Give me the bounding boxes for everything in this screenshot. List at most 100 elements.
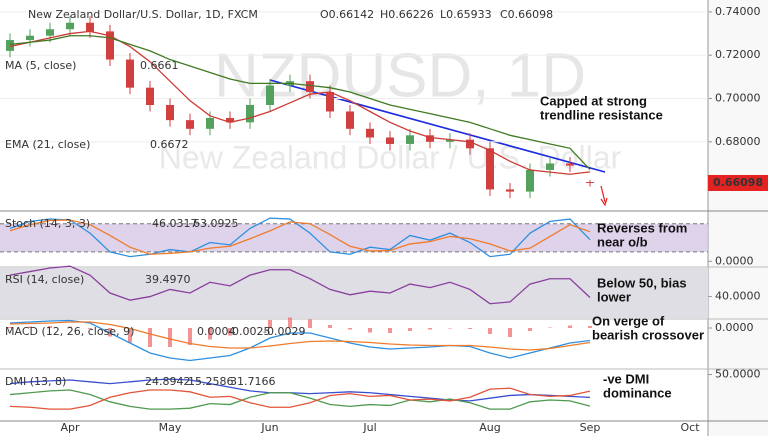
legend-name: Stoch (14, 3, 3) (5, 217, 90, 230)
candle-body (46, 29, 54, 36)
annotation: near o/b (597, 234, 648, 249)
x-tick-label: May (159, 421, 182, 434)
arrow-head (600, 197, 608, 207)
legend-value: 46.0317 (152, 217, 198, 230)
histogram-bar (528, 328, 532, 331)
annotation: On verge of (592, 313, 665, 328)
legend-value: 39.4970 (145, 273, 191, 286)
annotation: lower (597, 289, 631, 304)
series-line (9, 30, 591, 175)
annotation: Reverses from (597, 220, 687, 235)
y-tick-label: 40.0000 (715, 290, 761, 303)
candle-body (466, 139, 474, 149)
histogram-bar (568, 325, 572, 328)
histogram-bar (288, 317, 292, 328)
candle-body (446, 139, 454, 142)
candle-body (586, 182, 594, 184)
legend-value: 0.6672 (150, 138, 189, 151)
price-axis-bg (708, 0, 768, 436)
legend-value: 31.7166 (230, 375, 276, 388)
legend-value: -0.0029 (263, 325, 305, 338)
histogram-bar (188, 328, 192, 345)
x-tick-label: Jun (260, 421, 278, 434)
ohlc-label: H0.66226 (380, 8, 434, 21)
arrow (600, 185, 606, 203)
candle-body (506, 189, 514, 192)
histogram-bar (68, 326, 72, 328)
trendline (269, 79, 606, 173)
chart-title: New Zealand Dollar/U.S. Dollar, 1D, FXCM (28, 8, 258, 21)
histogram-bar (228, 328, 232, 336)
histogram-bar (208, 328, 212, 340)
candle-body (206, 117, 214, 129)
legend-name: EMA (21, close) (5, 138, 90, 151)
candle-body (566, 163, 574, 166)
legend-value: -0.0025 (228, 325, 270, 338)
histogram-bar (508, 328, 512, 337)
candle-body (266, 85, 274, 105)
y-tick-label: 0.0000 (715, 321, 754, 334)
y-tick-label: 50.0000 (715, 368, 761, 381)
histogram-bar (388, 328, 392, 333)
candle-body (386, 137, 394, 144)
candle-body (486, 148, 494, 190)
candle-body (106, 31, 114, 60)
legend-value: 0.0004 (197, 325, 236, 338)
legend-name: MACD (12, 26, close, 9) (5, 325, 134, 338)
histogram-bar (468, 328, 472, 329)
histogram-bar (448, 328, 452, 329)
y-tick-label: 0.74000 (715, 5, 761, 18)
annotation: Capped at strong (540, 93, 647, 108)
candle-body (26, 35, 34, 41)
histogram-bar (548, 327, 552, 328)
watermark: NZDUSD, 1D New Zealand Dollar / U.S. Dol… (159, 41, 622, 175)
legend-value: 15.2586 (188, 375, 234, 388)
candle-body (366, 128, 374, 138)
series-line (9, 265, 591, 305)
ohlc-label: L0.65933 (440, 8, 492, 21)
legend-name: RSI (14, close) (5, 273, 84, 286)
annotation: -ve DMI (603, 371, 649, 386)
histogram-bar (28, 326, 32, 328)
x-tick-label: Apr (60, 421, 80, 434)
histogram-bar (88, 328, 92, 329)
series-line (9, 389, 591, 410)
annotation: dominance (603, 385, 672, 400)
annotation: bearish crossover (592, 327, 704, 342)
legend-value: 63.0925 (193, 217, 239, 230)
histogram-bar (408, 328, 412, 331)
series-line (9, 217, 591, 258)
y-tick-label: 0.70000 (715, 92, 761, 105)
y-tick-label: 0.68000 (715, 135, 761, 148)
candle-body (126, 59, 134, 88)
x-tick-label: Sep (580, 421, 601, 434)
histogram-bar (168, 328, 172, 347)
legend-name: DMI (13, 8) (5, 375, 66, 388)
candle-body (406, 135, 414, 144)
candle-body (146, 87, 154, 105)
histogram-bar (588, 326, 592, 328)
candle-body (526, 169, 534, 192)
legend-value: 24.8942 (145, 375, 191, 388)
candle-body (546, 163, 554, 170)
candle-body (66, 22, 74, 30)
x-tick-label: Aug (479, 421, 500, 434)
price-label: 0.66098 (713, 176, 763, 189)
ohlc-label: C0.66098 (500, 8, 553, 21)
series-line (9, 378, 591, 402)
histogram-bar (8, 327, 12, 328)
candle-body (6, 40, 14, 51)
histogram-bar (488, 328, 492, 334)
histogram-bar (308, 319, 312, 328)
candle-body (306, 81, 314, 93)
candle-body (166, 105, 174, 121)
legend-name: MA (5, close) (5, 59, 76, 72)
series-line (9, 321, 591, 351)
candle-body (426, 135, 434, 142)
series-line (9, 387, 591, 410)
histogram-bar (148, 328, 152, 347)
histogram-bar (128, 328, 132, 343)
x-tick-label: Jul (362, 421, 376, 434)
y-tick-label: 0.0000 (715, 254, 754, 267)
